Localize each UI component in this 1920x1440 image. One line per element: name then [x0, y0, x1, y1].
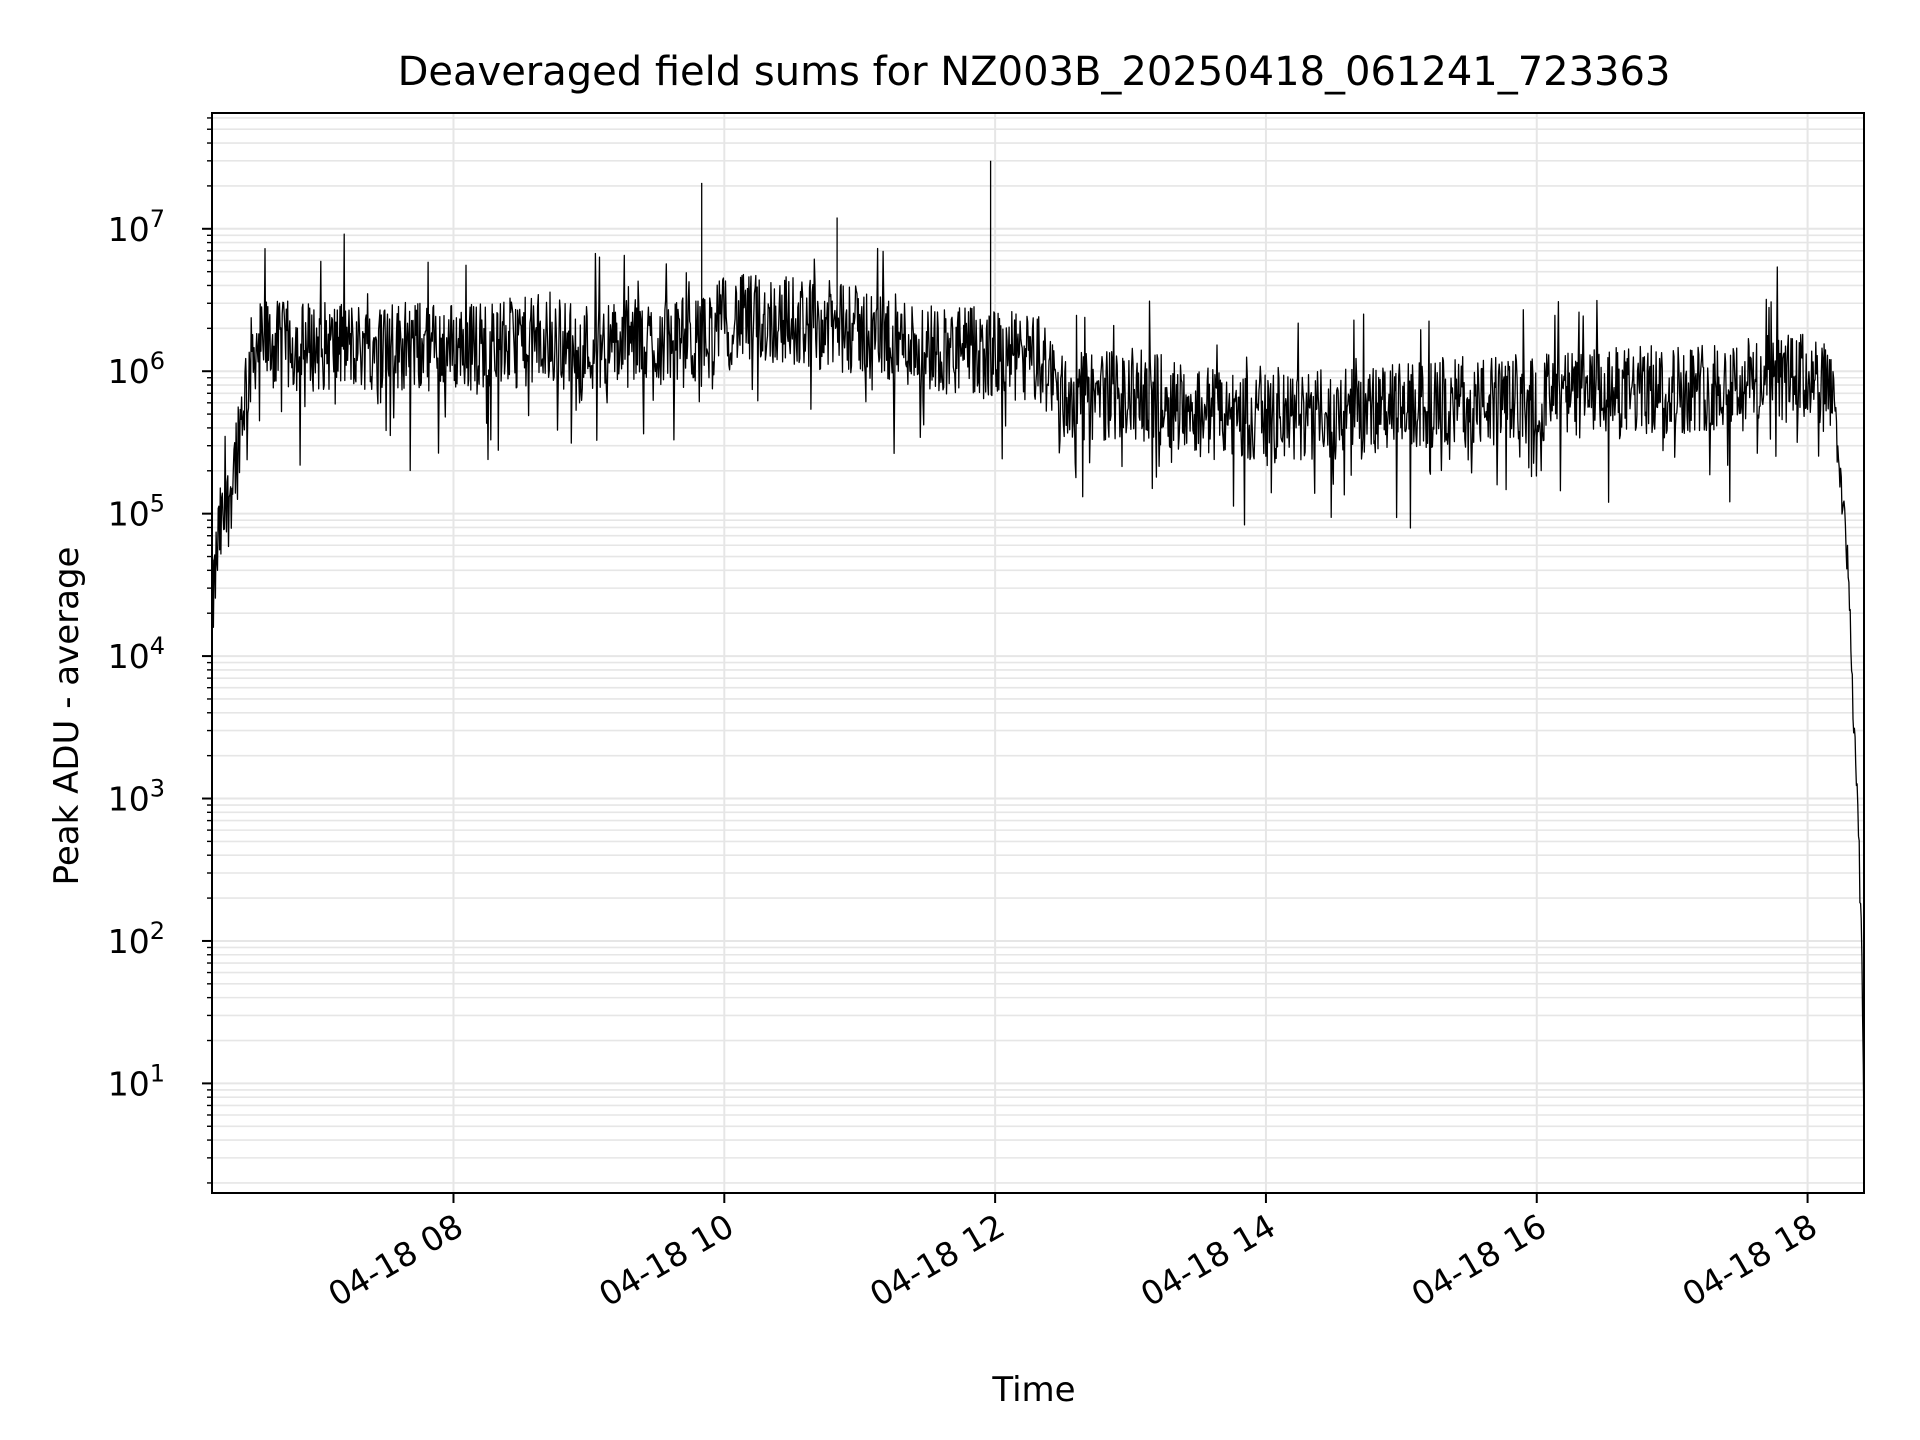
y-tick-base: 10	[108, 352, 150, 391]
y-tick-base: 10	[108, 922, 150, 961]
y-tick-base: 10	[108, 495, 150, 534]
y-tick-label: 105	[108, 490, 165, 534]
y-tick-label: 106	[108, 347, 165, 391]
y-tick-label: 107	[108, 205, 165, 249]
y-tick-exponent: 1	[150, 1059, 165, 1087]
x-tick-label: 04-18 14	[1134, 1206, 1282, 1314]
y-tick-base: 10	[108, 780, 150, 819]
x-tick-label: 04-18 10	[592, 1206, 740, 1314]
y-tick-exponent: 4	[150, 632, 165, 660]
x-tick-label: 04-18 08	[321, 1206, 469, 1314]
y-tick-base: 10	[108, 637, 150, 676]
chart-title: Deaveraged field sums for NZ003B_2025041…	[398, 49, 1671, 95]
x-tick-label: 04-18 16	[1405, 1206, 1553, 1314]
y-tick-base: 10	[108, 210, 150, 249]
series-line	[211, 160, 1865, 1141]
y-tick-exponent: 6	[150, 347, 165, 375]
y-tick-exponent: 3	[150, 775, 165, 803]
x-axis-label: Time	[991, 1370, 1075, 1410]
y-tick-label: 104	[108, 632, 165, 676]
y-tick-exponent: 2	[150, 917, 165, 945]
y-tick-label: 103	[108, 775, 165, 819]
y-tick-exponent: 7	[150, 205, 165, 233]
x-tick-label: 04-18 12	[863, 1206, 1011, 1314]
y-tick-label: 101	[108, 1059, 165, 1103]
y-tick-base: 10	[108, 1064, 150, 1103]
ticks-layer: 04-18 08 04-18 10 04-18 12 04-18 14 04-18 16…	[108, 117, 1824, 1314]
plot-frame	[211, 112, 1865, 1194]
grid-layer	[212, 113, 1864, 1193]
y-tick-label: 102	[108, 917, 165, 961]
x-tick-label: 04-18 18	[1676, 1206, 1824, 1314]
y-tick-exponent: 5	[150, 490, 165, 518]
y-axis-label: Peak ADU - average	[47, 547, 87, 886]
